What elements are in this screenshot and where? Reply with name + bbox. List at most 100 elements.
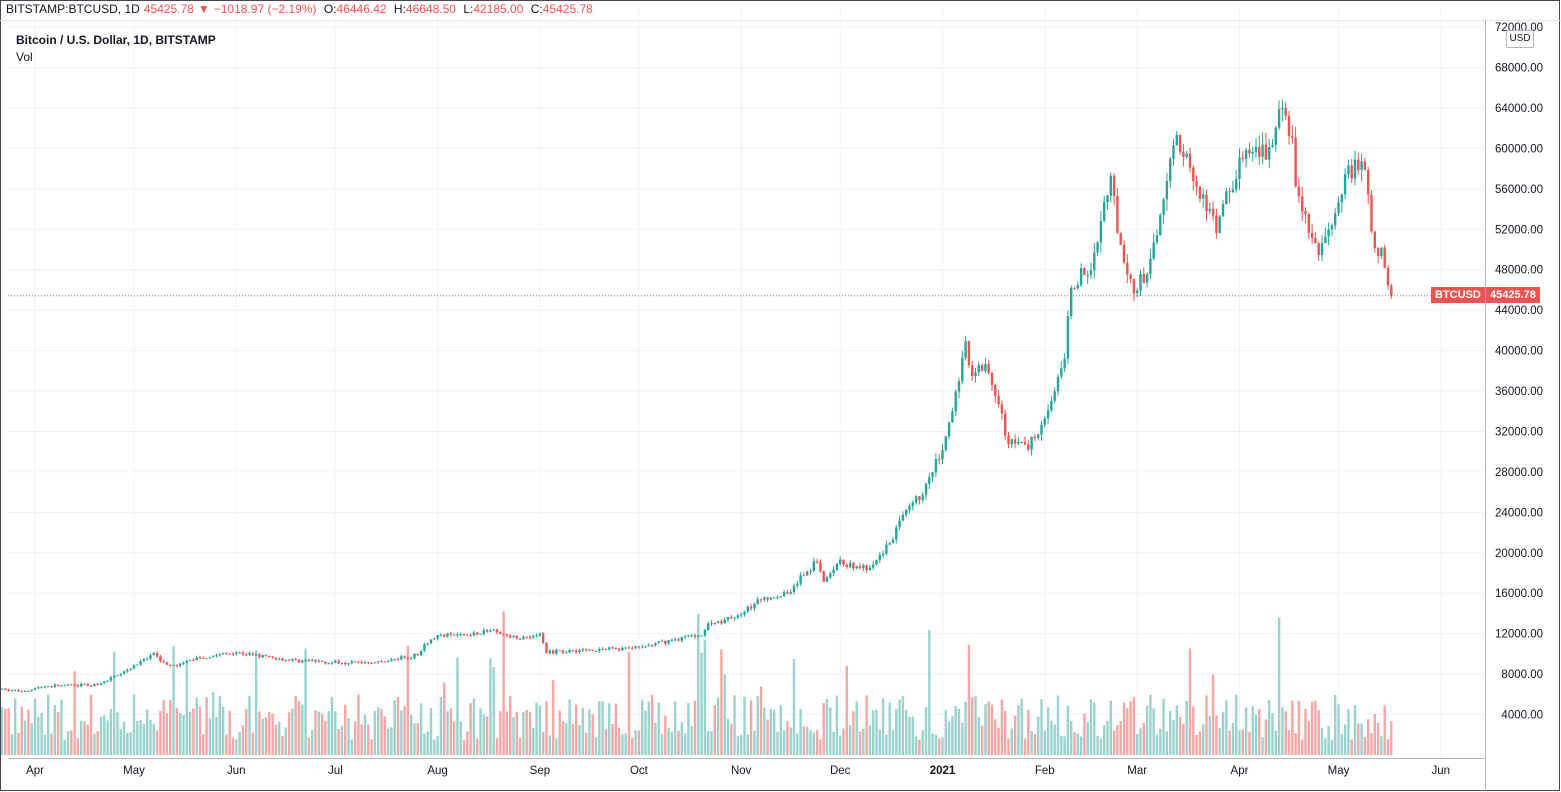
- volume-bar: [806, 726, 809, 755]
- candle-body: [1017, 442, 1020, 444]
- volume-bar: [492, 667, 495, 755]
- candle-body: [1327, 229, 1330, 237]
- candle-body: [538, 633, 542, 636]
- volume-bar: [1027, 709, 1030, 755]
- volume-bar: [291, 708, 294, 755]
- volume-bar: [195, 698, 198, 755]
- volume-bar: [647, 701, 650, 755]
- candle-body: [987, 363, 990, 373]
- candle-body: [1188, 153, 1192, 168]
- candle-body: [786, 592, 789, 594]
- candle-body: [251, 653, 254, 655]
- candle-body: [703, 629, 707, 636]
- candle-body: [1248, 149, 1251, 154]
- volume-bar: [327, 710, 330, 755]
- price-tick-label: 28000.00: [1495, 467, 1543, 479]
- volume-bar: [1281, 707, 1284, 755]
- volume-label[interactable]: Vol: [16, 50, 33, 64]
- candle-body: [419, 650, 423, 656]
- candle-body: [624, 647, 627, 649]
- candle-body: [740, 614, 743, 616]
- volume-bar: [1192, 706, 1195, 755]
- candle-body: [1198, 186, 1202, 199]
- candle-body: [1330, 225, 1334, 230]
- candle-body: [264, 655, 268, 657]
- symbol-interval[interactable]: BITSTAMP:BTCUSD, 1D: [6, 2, 140, 16]
- volume-bar: [924, 707, 928, 755]
- price-tick-label: 24000.00: [1495, 507, 1543, 519]
- volume-bar: [1314, 700, 1317, 755]
- volume-bar: [825, 699, 829, 755]
- volume-bar: [819, 739, 822, 755]
- candle-body: [565, 652, 568, 654]
- candle-body: [1241, 157, 1244, 160]
- candle-body: [994, 384, 997, 397]
- volume-bar: [476, 738, 479, 755]
- currency-badge[interactable]: USD: [1506, 30, 1534, 48]
- volume-bar: [146, 709, 149, 755]
- volume-bar: [1350, 739, 1353, 755]
- candle-body: [921, 494, 924, 501]
- volume-bar: [1327, 725, 1330, 755]
- candle-body: [23, 690, 27, 692]
- candle-body: [1274, 127, 1277, 145]
- candle-body: [756, 599, 759, 605]
- volume-bar: [1060, 735, 1063, 755]
- candle-body: [221, 653, 225, 655]
- volume-bar: [565, 722, 568, 755]
- time-tick-label: 2021: [930, 765, 956, 777]
- volume-bar: [928, 630, 931, 755]
- volume-bar: [1165, 731, 1169, 755]
- candle-body: [1261, 144, 1264, 157]
- candle-body: [492, 629, 495, 631]
- volume-bar: [588, 709, 591, 755]
- volume-bar: [776, 731, 779, 755]
- candle-body: [878, 555, 881, 561]
- candle-body: [822, 571, 825, 582]
- candle-body: [96, 684, 99, 686]
- candle-body: [30, 689, 33, 692]
- volume-bar: [446, 711, 449, 755]
- candle-body: [245, 654, 248, 656]
- volume-bar: [1155, 734, 1159, 755]
- time-tick-label: May: [1328, 765, 1350, 777]
- candle-body: [489, 630, 492, 632]
- price-tick-label: 52000.00: [1495, 224, 1543, 236]
- volume-bar: [664, 715, 667, 755]
- volume-bar: [1063, 736, 1066, 755]
- time-axis[interactable]: Apr May Jun Jul Aug Sep Oct Nov Dec 2021 Feb Mar Apr…: [26, 765, 1450, 777]
- volume-bar: [1023, 738, 1027, 755]
- candle-body: [1129, 274, 1132, 280]
- candle-body: [1376, 247, 1380, 257]
- candle-body: [1076, 284, 1079, 289]
- volume-bar: [499, 710, 502, 755]
- candle-body: [997, 396, 1000, 405]
- candle-body: [53, 684, 56, 687]
- volume-bar: [746, 734, 749, 755]
- volume-bar: [1248, 731, 1251, 755]
- volume-bar: [961, 722, 964, 755]
- candle-body: [944, 436, 947, 450]
- last-price: 45425.78: [143, 2, 194, 16]
- volume-bar: [1122, 702, 1126, 755]
- candle-body: [1386, 267, 1390, 286]
- volume-bar: [990, 704, 994, 755]
- candle-body: [1149, 258, 1152, 275]
- volume-bar: [287, 712, 291, 755]
- volume-bar: [271, 713, 274, 755]
- volume-bar: [1370, 733, 1373, 755]
- volume-bar: [627, 651, 631, 755]
- candle-body: [248, 653, 251, 655]
- candle-body: [1390, 285, 1393, 296]
- candle-body: [89, 685, 93, 687]
- volume-bar: [235, 739, 238, 755]
- candle-body: [443, 634, 446, 637]
- volume-bar: [604, 729, 608, 755]
- volume-bar: [340, 725, 344, 755]
- volume-bar: [1132, 697, 1136, 755]
- volume-bar: [129, 732, 132, 755]
- price-axis[interactable]: 72000.0068000.0064000.0060000.0056000.00…: [1495, 22, 1543, 721]
- volume-bar: [370, 739, 373, 755]
- volume-bar: [1106, 720, 1109, 755]
